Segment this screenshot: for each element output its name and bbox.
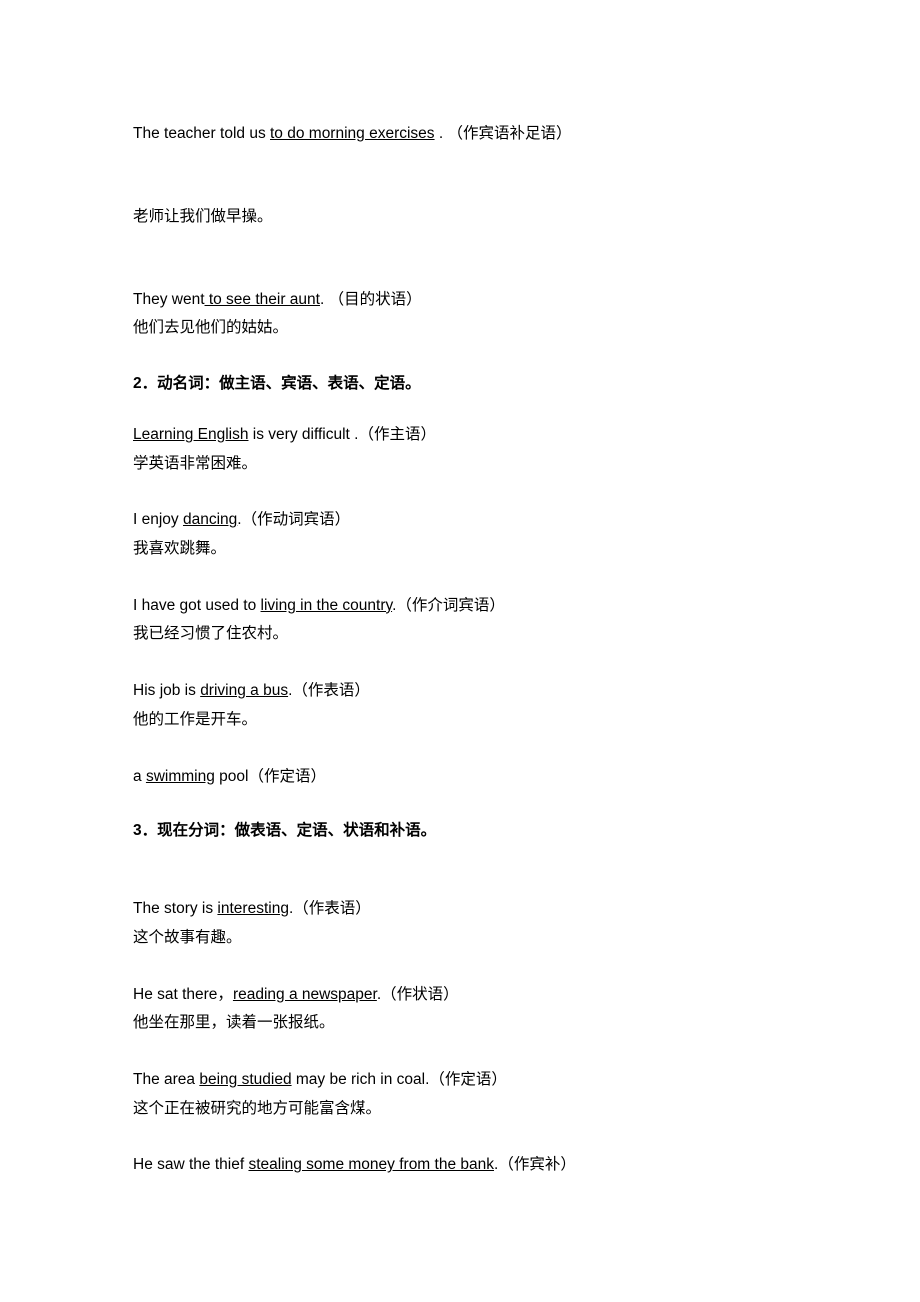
sentence-text: The teacher told us xyxy=(133,125,270,142)
example-adverbial: He sat there，reading a newspaper.（作状语） 他… xyxy=(133,981,825,1038)
sentence-prefix: He sat there， xyxy=(133,986,233,1003)
translation-text: 我已经习惯了住农村。 xyxy=(133,620,825,649)
grammar-note: （作表语） xyxy=(292,682,370,699)
sentence-prefix: He saw the thief xyxy=(133,1156,248,1173)
underlined-phrase: interesting xyxy=(217,900,289,917)
sentence-suffix: . xyxy=(320,291,329,308)
sentence-prefix: His job is xyxy=(133,682,200,699)
sentence-prefix: The story is xyxy=(133,900,217,917)
sentence-suffix: . xyxy=(435,125,448,142)
underlined-phrase: swimming xyxy=(146,768,215,785)
underlined-phrase: stealing some money from the bank xyxy=(248,1156,494,1173)
section-number: 2． xyxy=(133,375,157,392)
example-object-complement: The teacher told us to do morning exerci… xyxy=(133,120,825,148)
underlined-phrase: driving a bus xyxy=(200,682,288,699)
grammar-note: （作宾语补足语） xyxy=(447,125,571,142)
example-prep-object: I have got used to living in the country… xyxy=(133,592,825,649)
example-purpose-adverbial: They went to see their aunt. （目的状语） 他们去见… xyxy=(133,286,825,343)
example-attributive: a swimming pool（作定语） xyxy=(133,763,825,791)
grammar-note: （作定语） xyxy=(248,768,326,785)
underlined-phrase: Learning English xyxy=(133,426,248,443)
sentence-prefix: I enjoy xyxy=(133,511,183,528)
underlined-phrase: dancing xyxy=(183,511,237,528)
section-header-gerund: 2．动名词：做主语、宾语、表语、定语。 xyxy=(133,371,825,393)
translation-text: 老师让我们做早操。 xyxy=(133,208,273,225)
grammar-note: （作主语） xyxy=(358,426,436,443)
sentence-suffix: may be rich in coal. xyxy=(292,1071,430,1088)
section-header-participle: 3．现在分词：做表语、定语、状语和补语。 xyxy=(133,818,825,840)
sentence-suffix: is very difficult . xyxy=(248,426,358,443)
example-subject: Learning English is very difficult .（作主语… xyxy=(133,421,825,478)
sentence-prefix: a xyxy=(133,768,146,785)
section-title: 现在分词：做表语、定语、状语和补语。 xyxy=(157,822,436,839)
underlined-phrase: to see their aunt xyxy=(205,291,320,308)
example-predicative-2: The story is interesting.（作表语） 这个故事有趣。 xyxy=(133,895,825,952)
example-object-complement-2: He saw the thief stealing some money fro… xyxy=(133,1151,825,1179)
underlined-phrase: to do morning exercises xyxy=(270,125,435,142)
example-attributive-2: The area being studied may be rich in co… xyxy=(133,1066,825,1123)
grammar-note: （作表语） xyxy=(293,900,371,917)
grammar-note: （作宾补） xyxy=(498,1156,576,1173)
underlined-phrase: reading a newspaper xyxy=(233,986,377,1003)
sentence-prefix: I have got used to xyxy=(133,597,261,614)
section-number: 3． xyxy=(133,822,157,839)
grammar-note: （作动词宾语） xyxy=(242,511,351,528)
translation-text: 他的工作是开车。 xyxy=(133,706,825,735)
translation-block: 老师让我们做早操。 xyxy=(133,203,825,231)
translation-text: 这个故事有趣。 xyxy=(133,924,825,953)
translation-text: 他坐在那里，读着一张报纸。 xyxy=(133,1009,825,1038)
translation-text: 学英语非常困难。 xyxy=(133,450,825,479)
translation-text: 他们去见他们的姑姑。 xyxy=(133,314,825,343)
translation-text: 这个正在被研究的地方可能富含煤。 xyxy=(133,1095,825,1124)
underlined-phrase: living in the country xyxy=(261,597,393,614)
sentence-prefix: The area xyxy=(133,1071,199,1088)
sentence-text: They went xyxy=(133,291,205,308)
grammar-note: （目的状语） xyxy=(329,291,422,308)
section-title: 动名词：做主语、宾语、表语、定语。 xyxy=(157,375,421,392)
grammar-note: （作定语） xyxy=(429,1071,507,1088)
example-predicative: His job is driving a bus.（作表语） 他的工作是开车。 xyxy=(133,677,825,734)
grammar-note: （作状语） xyxy=(381,986,459,1003)
underlined-phrase: being studied xyxy=(199,1071,291,1088)
translation-text: 我喜欢跳舞。 xyxy=(133,535,825,564)
sentence-suffix: pool xyxy=(215,768,249,785)
grammar-note: （作介词宾语） xyxy=(396,597,505,614)
example-verb-object: I enjoy dancing.（作动词宾语） 我喜欢跳舞。 xyxy=(133,506,825,563)
